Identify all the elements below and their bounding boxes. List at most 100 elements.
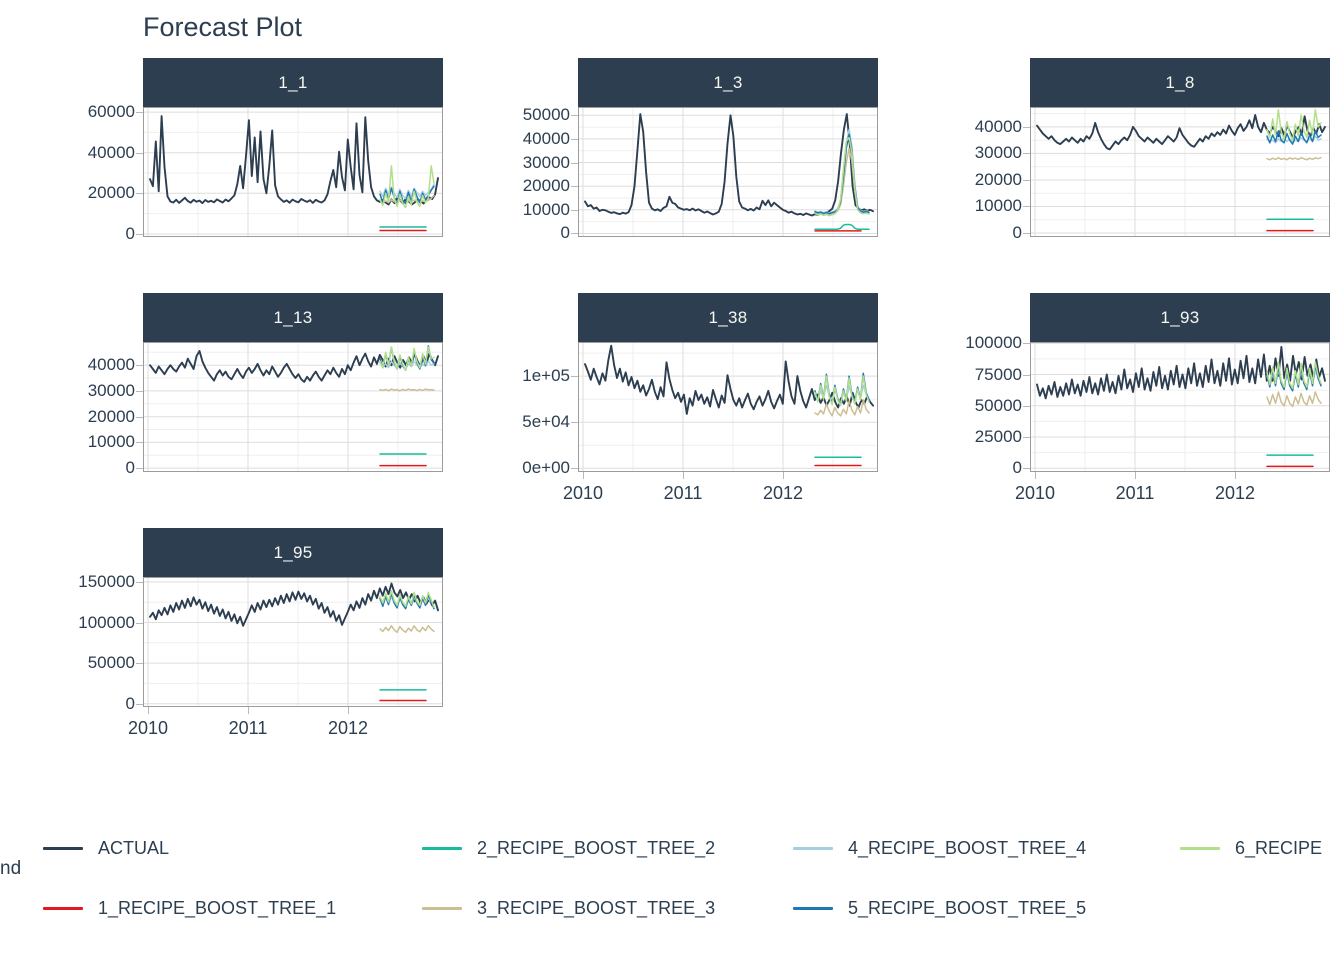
x-tick-mark [248, 707, 249, 714]
x-tick-mark [783, 472, 784, 479]
y-tick-mark [136, 623, 143, 624]
y-tick-mark [136, 582, 143, 583]
y-tick-mark [136, 468, 143, 469]
y-axis-label: 20000 [522, 176, 570, 196]
series-actual [149, 350, 439, 383]
y-tick-mark [1023, 206, 1030, 207]
y-axis-label: 0 [125, 458, 135, 478]
plot-panel-1_13 [143, 342, 443, 472]
legend-label: 2_RECIPE_BOOST_TREE_2 [477, 837, 716, 858]
y-tick-mark [571, 468, 578, 469]
y-tick-mark [136, 663, 143, 664]
y-axis-label: 30000 [522, 152, 570, 172]
facet-strip-label: 1_1 [278, 72, 308, 92]
legend-label: 3_RECIPE_BOOST_TREE_3 [477, 897, 716, 918]
y-axis-label: 25000 [974, 427, 1022, 446]
y-tick-mark [1023, 437, 1030, 438]
y-tick-mark [136, 391, 143, 392]
legend-item-1_recipe_boost_tree_1: 1_RECIPE_BOOST_TREE_1 [43, 894, 336, 922]
y-tick-mark [571, 376, 578, 377]
y-axis-label: 150000 [78, 571, 135, 591]
facet-strip: 1_95 [143, 528, 443, 577]
y-tick-mark [1023, 468, 1030, 469]
facet-strip-label: 1_3 [713, 72, 743, 92]
y-tick-mark [136, 365, 143, 366]
legend-label: 5_RECIPE_BOOST_TREE_5 [848, 897, 1087, 918]
y-axis-label: 0 [1012, 458, 1022, 478]
facet-strip: 1_13 [143, 293, 443, 342]
legend-label: 4_RECIPE_BOOST_TREE_4 [848, 837, 1087, 858]
x-axis-label: 2012 [1214, 483, 1256, 503]
facet-strip-label: 1_13 [273, 307, 313, 327]
plot-panel-1_95 [143, 577, 443, 707]
series-model-6 [379, 590, 435, 608]
y-axis-label: 1e+05 [522, 366, 570, 386]
series-model-3 [814, 399, 870, 417]
plot-panel-1_38 [578, 342, 878, 472]
series-model-3 [379, 388, 435, 392]
y-axis-label: 20000 [974, 169, 1022, 189]
series-model-6 [814, 136, 870, 217]
y-axis-label: 20000 [87, 183, 135, 203]
y-axis-label: 40000 [522, 128, 570, 148]
y-tick-mark [136, 153, 143, 154]
y-axis-label: 10000 [87, 432, 135, 452]
series-model-6 [379, 165, 435, 209]
y-tick-mark [571, 210, 578, 211]
y-axis-label: 75000 [974, 364, 1022, 384]
y-axis-label: 50000 [522, 105, 570, 125]
y-axis-label: 60000 [87, 102, 135, 122]
y-axis-label: 20000 [87, 406, 135, 426]
y-tick-mark [571, 422, 578, 423]
facet-1_1: 1_1 0 20000 40000 60000 [88, 58, 443, 243]
legend-label: ACTUAL [98, 837, 170, 858]
facet-1_38: 1_38 0e+00 5e+04 1e+05 2010 2011 2012 [522, 293, 878, 503]
facet-strip-label: 1_93 [1160, 307, 1200, 327]
plot-panel-1_3 [578, 107, 878, 237]
legend-swatch [422, 906, 462, 910]
series-model-2 [814, 223, 870, 230]
page-title: Forecast Plot [143, 12, 303, 42]
y-tick-mark [1023, 406, 1030, 407]
facet-strip-label: 1_8 [1165, 72, 1195, 92]
y-tick-mark [136, 442, 143, 443]
y-tick-mark [571, 139, 578, 140]
x-axis-label: 2012 [762, 483, 804, 503]
facet-strip: 1_8 [1030, 58, 1330, 107]
y-tick-mark [136, 193, 143, 194]
series-model-6 [1266, 108, 1322, 141]
facet-1_8: 1_8 0 10000 20000 30000 40000 [975, 58, 1330, 242]
y-axis-label: 40000 [974, 116, 1022, 136]
facet-strip: 1_1 [143, 58, 443, 107]
series-model-6 [379, 346, 435, 372]
y-axis-label: 0 [125, 223, 135, 243]
y-axis-label: 50000 [87, 653, 135, 673]
y-axis-label: 100000 [78, 612, 135, 632]
legend-label: 1_RECIPE_BOOST_TREE_1 [98, 897, 337, 918]
facet-1_93: 1_93 0 25000 50000 75000 100000 2010 2011 2012 [965, 293, 1330, 503]
legend-swatch [422, 846, 462, 850]
y-tick-mark [1023, 233, 1030, 234]
x-tick-mark [683, 472, 684, 479]
plot-panel-1_93 [1030, 342, 1330, 472]
x-axis-label: 2010 [127, 718, 169, 738]
y-tick-mark [136, 417, 143, 418]
y-axis-label: 5e+04 [522, 412, 570, 432]
series-model-5 [1266, 130, 1322, 145]
y-axis-label: 100000 [965, 333, 1022, 353]
plot-panel-1_8 [1030, 107, 1330, 237]
x-tick-mark [348, 707, 349, 714]
x-tick-mark [1035, 472, 1036, 479]
legend-item-6_recipe: 6_RECIPE [1180, 834, 1322, 862]
facet-strip-label: 1_95 [273, 542, 313, 562]
y-axis-label: 0 [125, 693, 135, 713]
legend-item-5_recipe_boost_tree_5: 5_RECIPE_BOOST_TREE_5 [793, 894, 1086, 922]
y-tick-mark [1023, 375, 1030, 376]
series-model-6 [1266, 361, 1322, 390]
y-tick-mark [571, 115, 578, 116]
y-axis-label: 30000 [87, 380, 135, 400]
x-axis-label: 2010 [1014, 483, 1056, 503]
y-tick-mark [136, 704, 143, 705]
series-actual [149, 582, 439, 627]
